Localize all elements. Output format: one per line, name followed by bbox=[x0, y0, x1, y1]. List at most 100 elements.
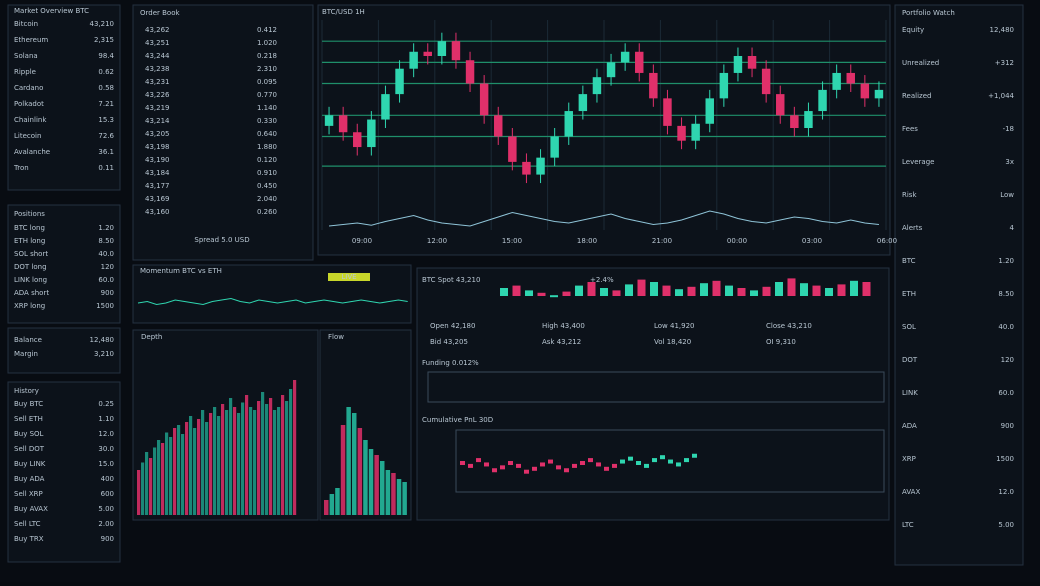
label: Close 43,210 bbox=[766, 322, 812, 330]
candle-body bbox=[846, 72, 855, 84]
label: 43,184 bbox=[145, 169, 170, 177]
label: 15.0 bbox=[98, 460, 114, 468]
label: Buy AVAX bbox=[14, 505, 48, 513]
pnl-bar bbox=[628, 456, 633, 461]
candle-body bbox=[606, 62, 616, 78]
bar bbox=[352, 413, 357, 515]
label: Market Overview BTC bbox=[14, 7, 89, 15]
label: Portfolio Watch bbox=[902, 9, 955, 17]
label: ADA bbox=[902, 422, 917, 430]
strip-bar bbox=[525, 290, 533, 296]
bar bbox=[201, 410, 205, 515]
label: 43,160 bbox=[145, 208, 170, 216]
label: Leverage bbox=[902, 158, 934, 166]
candle-body bbox=[395, 68, 404, 95]
bar bbox=[293, 380, 297, 515]
candle-body bbox=[790, 115, 799, 128]
label: 0.62 bbox=[98, 68, 114, 76]
label: History bbox=[14, 387, 39, 395]
candle-body bbox=[564, 111, 573, 137]
label: 12:00 bbox=[427, 237, 447, 245]
label: Margin bbox=[14, 350, 38, 358]
label: 43,169 bbox=[145, 195, 170, 203]
label: XRP long bbox=[14, 302, 45, 310]
label: -18 bbox=[1003, 125, 1014, 133]
label: 0.330 bbox=[257, 117, 277, 125]
label: Sell ETH bbox=[14, 415, 43, 423]
label: 4 bbox=[1010, 224, 1015, 232]
bar bbox=[145, 452, 149, 515]
label: Equity bbox=[902, 26, 924, 34]
bar bbox=[363, 440, 368, 515]
label: Risk bbox=[902, 191, 917, 199]
label: Sell LTC bbox=[14, 520, 41, 528]
strip-bar bbox=[612, 290, 621, 296]
pnl-bar bbox=[460, 461, 465, 465]
label: 60.0 bbox=[98, 276, 114, 284]
strip-bar bbox=[500, 288, 508, 296]
label: Ask 43,212 bbox=[542, 338, 581, 346]
bar bbox=[335, 488, 340, 515]
bar bbox=[161, 443, 165, 515]
label: 15:00 bbox=[502, 237, 522, 245]
pnl-bar bbox=[500, 465, 505, 470]
bar bbox=[197, 419, 201, 515]
strip-bar bbox=[625, 284, 633, 296]
label: 0.640 bbox=[257, 130, 277, 138]
bar bbox=[205, 422, 209, 515]
strip-bar bbox=[775, 282, 783, 296]
bar bbox=[261, 392, 265, 515]
bar bbox=[340, 425, 346, 515]
bar bbox=[396, 479, 402, 515]
label: 1500 bbox=[996, 455, 1014, 463]
bar bbox=[153, 447, 157, 515]
candle-body bbox=[550, 136, 559, 158]
label: Buy ADA bbox=[14, 475, 45, 483]
label: 0.58 bbox=[98, 84, 114, 92]
bar bbox=[193, 428, 197, 515]
pnl-bar bbox=[532, 466, 537, 471]
bar bbox=[137, 470, 141, 515]
candle-body bbox=[691, 123, 700, 141]
label: ADA short bbox=[14, 289, 49, 297]
label: 1.20 bbox=[998, 257, 1014, 265]
bar bbox=[253, 410, 257, 515]
candle-body bbox=[578, 94, 588, 112]
candle-body bbox=[508, 136, 517, 162]
label: LINK long bbox=[14, 276, 47, 284]
label: 43,262 bbox=[145, 26, 170, 34]
label: 2.00 bbox=[98, 520, 114, 528]
bar bbox=[173, 428, 177, 515]
label: ETH bbox=[902, 290, 916, 298]
label: Low 41,920 bbox=[654, 322, 695, 330]
strip-bar bbox=[512, 285, 521, 296]
label: 0.218 bbox=[257, 52, 277, 60]
label: OI 9,310 bbox=[766, 338, 796, 346]
label: Depth bbox=[141, 333, 162, 341]
label: Buy LINK bbox=[14, 460, 46, 468]
bar bbox=[177, 425, 181, 515]
label: 12,480 bbox=[90, 336, 115, 344]
bar bbox=[357, 428, 363, 515]
label: 8.50 bbox=[998, 290, 1014, 298]
label: 0.770 bbox=[257, 91, 277, 99]
label: 43,177 bbox=[145, 182, 170, 190]
label: 1.20 bbox=[98, 224, 114, 232]
pnl-bar bbox=[684, 458, 689, 463]
label: 5.00 bbox=[98, 505, 114, 513]
label: 1.140 bbox=[257, 104, 277, 112]
bar bbox=[245, 395, 249, 515]
label: Solana bbox=[14, 52, 38, 60]
bar bbox=[257, 401, 261, 515]
label: 2.310 bbox=[257, 65, 277, 73]
label: +312 bbox=[995, 59, 1014, 67]
pnl-bar bbox=[484, 462, 489, 467]
strip-bar bbox=[762, 286, 771, 296]
pnl-bar bbox=[660, 455, 665, 460]
label: 0.120 bbox=[257, 156, 277, 164]
label: Buy TRX bbox=[14, 535, 44, 543]
bar bbox=[346, 407, 351, 515]
label: DOT long bbox=[14, 263, 47, 271]
